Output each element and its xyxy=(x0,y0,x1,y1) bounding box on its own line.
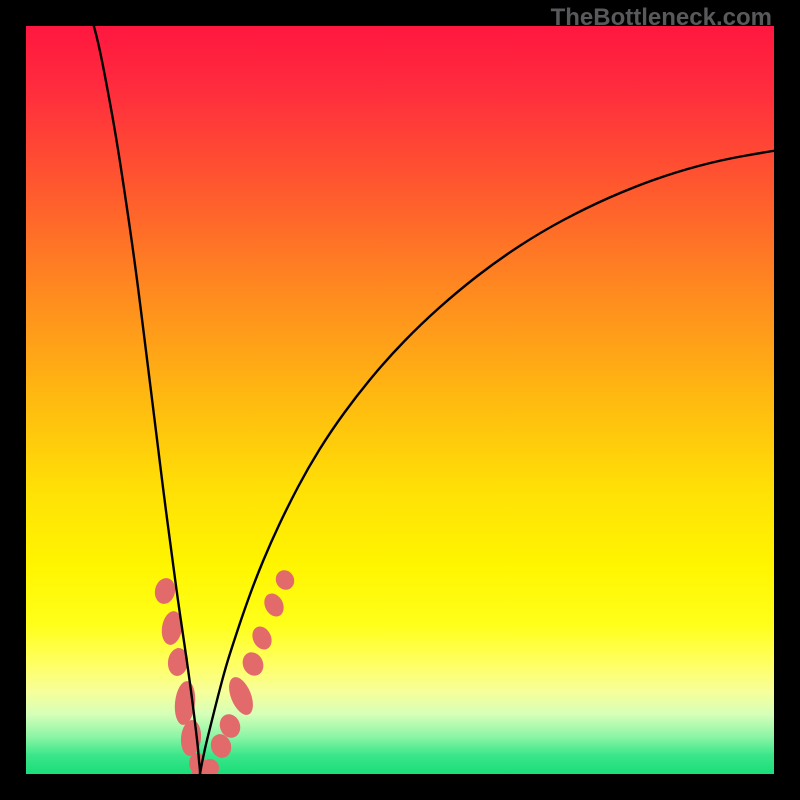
curve-right-branch xyxy=(200,149,774,774)
watermark-text: TheBottleneck.com xyxy=(551,4,772,32)
data-marker xyxy=(153,576,178,606)
data-marker xyxy=(224,674,258,719)
data-marker xyxy=(239,649,267,679)
plot-area xyxy=(26,26,774,774)
chart-svg xyxy=(26,26,774,774)
chart-frame: TheBottleneck.com xyxy=(0,0,800,800)
data-marker xyxy=(261,590,288,620)
data-marker xyxy=(249,623,275,652)
data-marker xyxy=(272,567,297,593)
